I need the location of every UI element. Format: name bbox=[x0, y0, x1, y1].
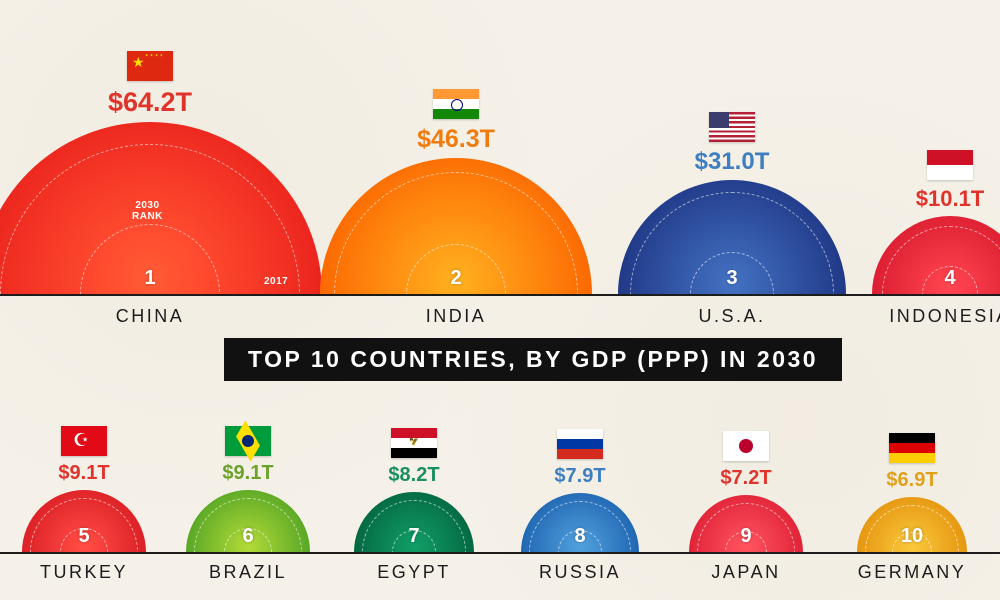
germany-flag-icon bbox=[889, 433, 935, 463]
japan-flag-icon bbox=[723, 431, 769, 461]
semicircle: 3 bbox=[618, 180, 846, 294]
country-bubble: $9.1T 5 bbox=[22, 372, 146, 552]
country-bubble: $31.0T 3 bbox=[618, 0, 846, 294]
bottom-row: $9.1T 5 TURKEY $9.1T 6 BRAZIL $8.2T 7 EGYPT $7.9T… bbox=[0, 372, 1000, 600]
country-bubble: $10.1T 4 bbox=[872, 0, 1000, 294]
country-name: INDIA bbox=[426, 306, 487, 327]
arc-label-2030: 2030 RANK bbox=[132, 200, 163, 222]
gdp-value: $64.2T bbox=[108, 87, 192, 118]
country-name: RUSSIA bbox=[539, 562, 621, 583]
country-bubble: $7.9T 8 bbox=[521, 372, 639, 552]
country-bubble: $6.9T 10 bbox=[857, 372, 967, 552]
rank-number: 9 bbox=[740, 525, 751, 548]
semicircle: 7 bbox=[354, 492, 474, 552]
arc-label-2017: 2017 bbox=[264, 276, 288, 287]
usa-flag-icon bbox=[709, 112, 755, 142]
gdp-value: $46.3T bbox=[417, 125, 495, 154]
gdp-value: $7.2T bbox=[720, 467, 771, 490]
rank-number: 8 bbox=[574, 525, 585, 548]
russia-flag-icon bbox=[557, 429, 603, 459]
country-name: GERMANY bbox=[858, 562, 967, 583]
rank-number: 10 bbox=[901, 525, 923, 548]
turkey-flag-icon bbox=[61, 426, 107, 456]
rank-number: 4 bbox=[944, 267, 955, 290]
semicircle: 6 bbox=[186, 490, 310, 552]
semicircle: 5 bbox=[22, 490, 146, 552]
top-baseline bbox=[0, 294, 1000, 296]
rank-number: 5 bbox=[78, 525, 89, 548]
country-name: INDONESIA bbox=[889, 306, 1000, 327]
infographic-stage: $64.2T 1 2030 RANK 2017 CHINA $46.3T 2 INDIA $31… bbox=[0, 0, 1000, 600]
country-name: JAPAN bbox=[711, 562, 780, 583]
semicircle: 9 bbox=[689, 495, 803, 552]
country-name: BRAZIL bbox=[209, 562, 287, 583]
country-name: TURKEY bbox=[40, 562, 128, 583]
country-bubble: $7.2T 9 bbox=[689, 372, 803, 552]
gdp-value: $10.1T bbox=[916, 186, 985, 212]
china-flag-icon bbox=[127, 51, 173, 81]
gdp-value: $9.1T bbox=[58, 462, 109, 485]
country-name: EGYPT bbox=[377, 562, 451, 583]
gdp-value: $31.0T bbox=[695, 148, 770, 176]
gdp-value: $9.1T bbox=[222, 462, 273, 485]
indonesia-flag-icon bbox=[927, 150, 973, 180]
rank-number: 6 bbox=[242, 525, 253, 548]
semicircle: 2 bbox=[320, 158, 592, 294]
brazil-flag-icon bbox=[225, 426, 271, 456]
rank-number: 7 bbox=[408, 525, 419, 548]
rank-number: 2 bbox=[450, 267, 461, 290]
top-row: $64.2T 1 2030 RANK 2017 CHINA $46.3T 2 INDIA $31… bbox=[0, 0, 1000, 340]
country-name: CHINA bbox=[116, 306, 185, 327]
country-bubble: $9.1T 6 bbox=[186, 372, 310, 552]
rank-number: 3 bbox=[726, 267, 737, 290]
country-bubble: $46.3T 2 bbox=[320, 0, 592, 294]
country-bubble: $64.2T 1 2030 RANK 2017 bbox=[0, 0, 322, 294]
bottom-baseline bbox=[0, 552, 1000, 554]
gdp-value: $6.9T bbox=[886, 469, 937, 492]
semicircle: 1 2030 RANK 2017 bbox=[0, 122, 322, 294]
semicircle: 10 bbox=[857, 497, 967, 552]
gdp-value: $7.9T bbox=[554, 465, 605, 488]
country-name: U.S.A. bbox=[698, 306, 765, 327]
india-flag-icon bbox=[433, 89, 479, 119]
semicircle: 4 bbox=[872, 216, 1000, 294]
gdp-value: $8.2T bbox=[388, 464, 439, 487]
egypt-flag-icon bbox=[391, 428, 437, 458]
semicircle: 8 bbox=[521, 493, 639, 552]
rank-number: 1 bbox=[144, 267, 155, 290]
country-bubble: $8.2T 7 bbox=[354, 372, 474, 552]
